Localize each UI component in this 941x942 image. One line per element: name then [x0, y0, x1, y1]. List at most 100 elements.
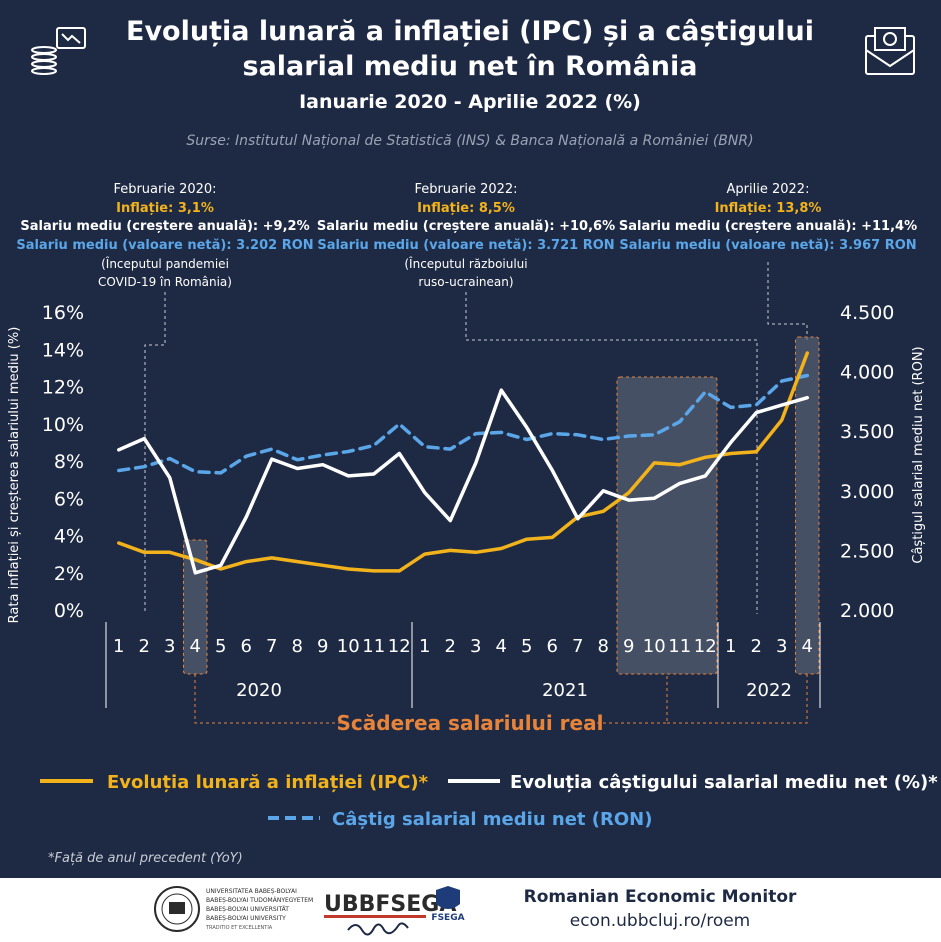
legend-label-inflation: Evoluția lunară a inflației (IPC)*	[107, 772, 429, 793]
y-left-tick-label: 16%	[42, 302, 84, 324]
x-month-label: 5	[521, 636, 532, 657]
fsega-crest-icon	[436, 886, 460, 909]
x-month-label: 10	[643, 636, 666, 657]
fsega-logo: UBBFSEGA FSEGA	[324, 886, 465, 936]
annotation-inflation: Inflație: 13,8%	[715, 201, 822, 216]
monitor-url: econ.ubbcluj.ro/roem	[570, 911, 751, 931]
x-month-label: 6	[547, 636, 558, 657]
y-left-tick-label: 10%	[42, 414, 84, 436]
ubb-text-line: BABEȘ-BOLYAI TUDOMÁNYEGYETEM	[206, 897, 313, 904]
monitor-title: Romanian Economic Monitor	[524, 887, 797, 907]
ubb-seal-icon	[154, 886, 200, 932]
ubb-text-line: BABEȘ-BOLYAI UNIVERSITÄT	[206, 906, 289, 913]
annotation-inflation: Inflație: 3,1%	[116, 201, 214, 216]
x-year-label: 2021	[542, 680, 588, 701]
x-month-label: 8	[292, 636, 303, 657]
y-left-tick-label: 14%	[42, 339, 84, 361]
y-right-tick-label: 4.000	[840, 362, 894, 384]
x-month-label: 1	[419, 636, 430, 657]
annotation-growth: Salariu mediu (creștere anuală): +11,4%	[619, 219, 917, 234]
y-axis-left-label: Rata inflației și creșterea salariului m…	[7, 327, 22, 624]
annotation-note-1: (Începutul pandemiei	[101, 256, 229, 271]
chart-series	[117, 351, 810, 575]
annotation-inflation: Inflație: 8,5%	[417, 201, 515, 216]
x-month-label: 4	[496, 636, 507, 657]
shaded-regions	[183, 336, 820, 675]
footer-band	[0, 878, 941, 942]
x-month-label: 9	[317, 636, 328, 657]
trend-chart-icon	[31, 27, 86, 75]
y-right-tick-label: 3.500	[840, 421, 894, 443]
x-year-label: 2020	[236, 680, 282, 701]
annotation-apr-2022: Aprilie 2022: Inflație: 13,8% Salariu me…	[619, 182, 917, 253]
shaded-connector	[194, 674, 808, 724]
y-left-tick-label: 4%	[54, 526, 84, 548]
x-month-label: 12	[388, 636, 411, 657]
legend: Evoluția lunară a inflației (IPC)* Evolu…	[40, 772, 938, 830]
x-month-label: 7	[266, 636, 277, 657]
x-month-label: 11	[362, 636, 385, 657]
annotation-date: Februarie 2020:	[113, 182, 216, 197]
y-right-tick-label: 3.000	[840, 481, 894, 503]
subtitle: Ianuarie 2020 - Aprilie 2022 (%)	[299, 91, 641, 113]
y-right-tick-label: 2.500	[840, 540, 894, 562]
signature-icon	[347, 922, 409, 936]
ubb-text-line: UNIVERSITATEA BABEȘ-BOLYAI	[206, 888, 297, 895]
annotation-net: Salariu mediu (valoare netă): 3.202 RON	[16, 238, 313, 253]
x-month-label: 3	[776, 636, 787, 657]
x-month-label: 3	[470, 636, 481, 657]
footnote: *Față de anul precedent (YoY)	[48, 851, 243, 866]
annotation-note-1: (Începutul războiului	[404, 256, 527, 271]
x-month-label: 3	[164, 636, 175, 657]
x-month-label: 1	[725, 636, 736, 657]
x-month-label: 5	[215, 636, 226, 657]
series-line-wage-growth	[117, 388, 810, 575]
sources: Surse: Institutul Național de Statistică…	[186, 133, 753, 149]
ubb-logo: UNIVERSITATEA BABEȘ-BOLYAI BABEȘ-BOLYAI …	[154, 886, 313, 932]
shaded-label: Scăderea salariului real	[337, 711, 604, 735]
title-line-1: Evoluția lunară a inflației (IPC) și a c…	[126, 16, 814, 47]
ubb-text-line: BABEȘ-BOLYAI UNIVERSITY	[206, 915, 286, 922]
y-axis-right-label: Câștigul salarial mediu net (RON)	[911, 346, 926, 563]
y-left-tick-label: 2%	[54, 563, 84, 585]
x-month-label: 4	[190, 636, 201, 657]
salary-envelope-icon	[865, 27, 915, 75]
annotation-growth: Salariu mediu (creștere anuală): +10,6%	[317, 219, 615, 234]
annotation-feb-2022: Februarie 2022: Inflație: 8,5% Salariu m…	[317, 182, 615, 289]
x-month-label: 4	[802, 636, 813, 657]
annotation-growth: Salariu mediu (creștere anuală): +9,2%	[20, 219, 309, 234]
x-month-label: 2	[751, 636, 762, 657]
y-right-tick-label: 4.500	[840, 302, 894, 324]
annotation-note-2: COVID-19 în România)	[98, 275, 232, 289]
x-year-label: 2022	[746, 680, 792, 701]
legend-label-wage-growth: Evoluția câștigului salarial mediu net (…	[510, 772, 938, 793]
x-month-label: 8	[598, 636, 609, 657]
annotation-feb-2020: Februarie 2020: Inflație: 3,1% Salariu m…	[16, 182, 313, 289]
fsega-wordmark: UBBFSEGA	[324, 892, 456, 917]
annotation-net: Salariu mediu (valoare netă): 3.721 RON	[317, 238, 614, 253]
x-month-label: 2	[445, 636, 456, 657]
x-month-label: 10	[337, 636, 360, 657]
series-line-wage-ron	[117, 373, 810, 475]
annotation-date: Aprilie 2022:	[727, 182, 810, 197]
annotation-date: Februarie 2022:	[414, 182, 517, 197]
ubb-text-line: TRADITIO ET EXCELLENTIA	[205, 925, 273, 931]
shaded-region	[795, 336, 820, 675]
y-left-tick-label: 0%	[54, 600, 84, 622]
chart-axes: 0% 2% 4% 6% 8% 10% 12% 14% 16% 2.000 2.500 3.000 3.5…	[42, 302, 894, 708]
title-line-2: salarial mediu net în România	[243, 51, 698, 82]
y-left-tick-label: 12%	[42, 377, 84, 399]
x-month-label: 11	[668, 636, 691, 657]
x-month-label: 2	[139, 636, 150, 657]
series-line-inflation	[117, 351, 810, 573]
annotation-net: Salariu mediu (valoare netă): 3.967 RON	[619, 238, 916, 253]
y-left-tick-label: 8%	[54, 451, 84, 473]
x-month-label: 7	[572, 636, 583, 657]
legend-label-wage-ron: Câștig salarial mediu net (RON)	[332, 809, 652, 830]
fsega-crest-label: FSEGA	[431, 913, 464, 923]
y-right-tick-label: 2.000	[840, 600, 894, 622]
y-left-tick-label: 6%	[54, 488, 84, 510]
x-month-label: 1	[113, 636, 124, 657]
annotation-note-2: ruso-ucrainean)	[418, 275, 513, 289]
